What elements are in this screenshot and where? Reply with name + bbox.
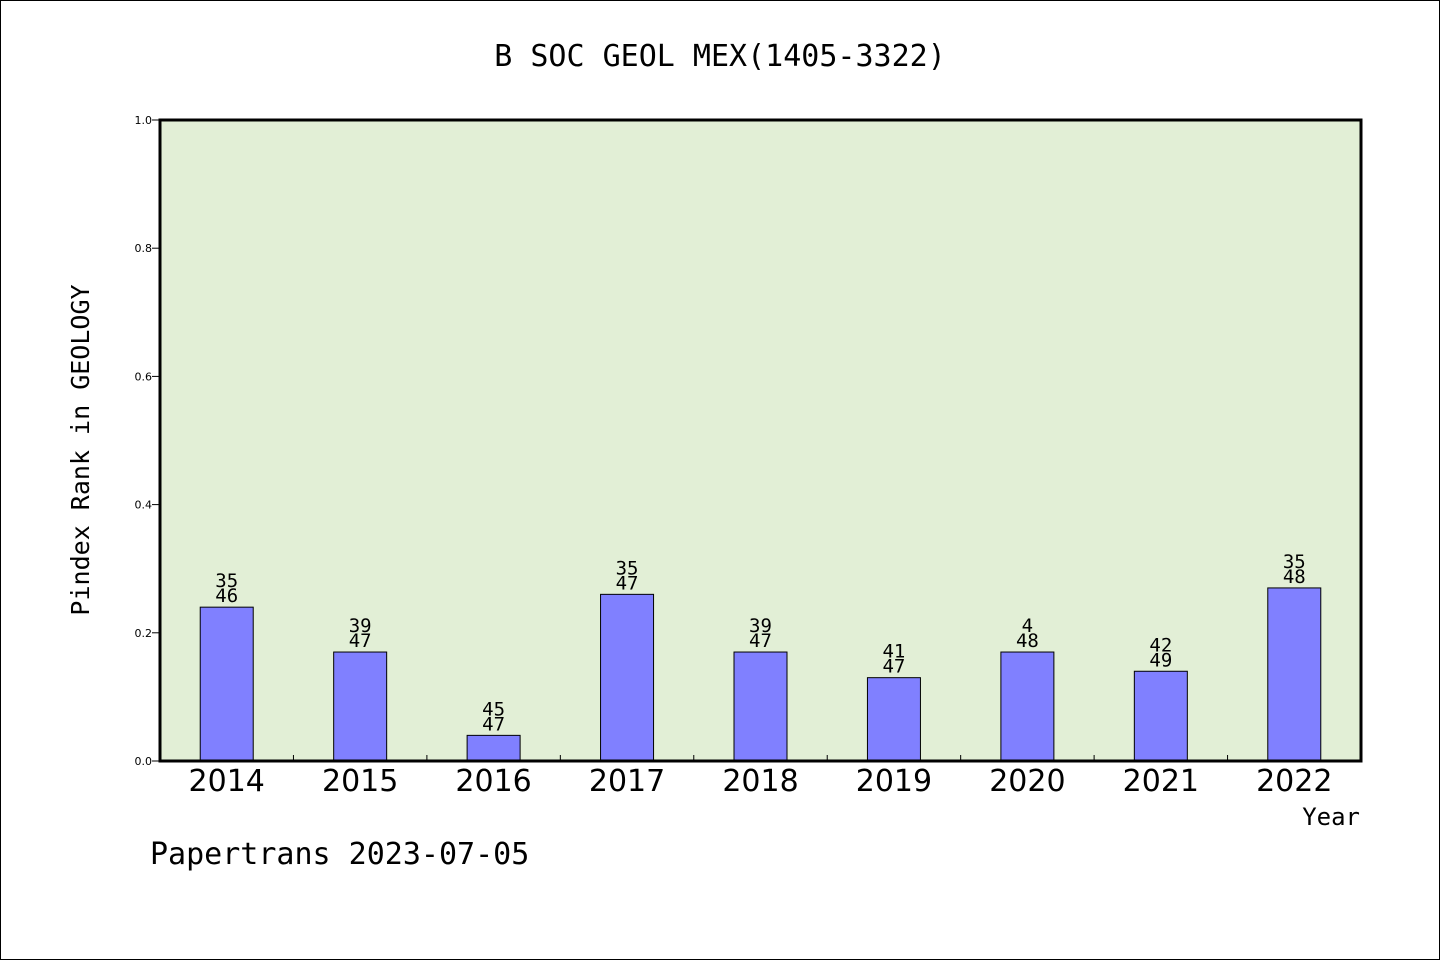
bar-label-bottom: 47	[482, 713, 505, 735]
chart-title: B SOC GEOL MEX(1405-3322)	[494, 39, 946, 74]
bar-label-top: 4	[1022, 615, 1033, 637]
x-tick-label: 2014	[189, 764, 265, 799]
bar-label-bottom: 48	[1283, 566, 1306, 588]
bar-label-top: 42	[1149, 634, 1172, 656]
bar	[1267, 587, 1322, 762]
x-tick-label: 2019	[856, 764, 932, 799]
x-tick-label: 2016	[455, 764, 531, 799]
plot-border	[158, 118, 1363, 763]
bar-label-bottom: 48	[1016, 630, 1039, 652]
bars	[199, 587, 1322, 762]
y-axis-title: Pindex Rank in GEOLOGY	[66, 284, 95, 615]
y-tick-label: 0.8	[135, 242, 153, 255]
x-tick-label: 2020	[989, 764, 1065, 799]
x-tick-label: 2017	[589, 764, 665, 799]
y-axis: 0.0 0.2 0.4 0.6 0.8 1.0	[135, 114, 160, 768]
footer-watermark: Papertrans 2023-07-05	[150, 837, 529, 872]
y-tick-label: 0.2	[135, 627, 153, 640]
bar-label-bottom: 47	[882, 656, 905, 678]
x-tick-label: 2021	[1123, 764, 1199, 799]
x-axis-labels: 2014 2015 2016 2017 2018 2019 2020 2021 2022	[189, 764, 1333, 799]
bar-label-top: 45	[482, 698, 505, 720]
bar-label-bottom: 47	[749, 630, 772, 652]
bar	[1133, 670, 1188, 762]
bar-label-top: 35	[616, 557, 639, 579]
bar	[333, 651, 388, 762]
bar-label-bottom: 46	[215, 585, 238, 607]
bar-label-bottom: 47	[349, 630, 372, 652]
bar-label-top: 39	[349, 615, 372, 637]
y-tick-label: 1.0	[135, 114, 153, 127]
x-tick-label: 2022	[1256, 764, 1332, 799]
bar	[866, 677, 921, 762]
bar-label-top: 41	[882, 641, 905, 663]
bar	[600, 593, 655, 762]
x-tick-label: 2018	[722, 764, 798, 799]
bar	[733, 651, 788, 762]
bar	[1000, 651, 1055, 762]
bar	[466, 734, 521, 762]
x-axis-title: Year	[1302, 803, 1360, 831]
bar-label-bottom: 49	[1149, 649, 1172, 671]
bar-label-top: 39	[749, 615, 772, 637]
bar-label-bottom: 47	[616, 572, 639, 594]
bar-label-top: 35	[215, 570, 238, 592]
x-tick-label: 2015	[322, 764, 398, 799]
y-tick-label: 0.4	[135, 499, 153, 512]
bar-label-top: 35	[1283, 551, 1306, 573]
bar	[199, 606, 254, 762]
y-tick-label: 0.6	[135, 370, 153, 383]
y-tick-label: 0.0	[135, 755, 153, 768]
